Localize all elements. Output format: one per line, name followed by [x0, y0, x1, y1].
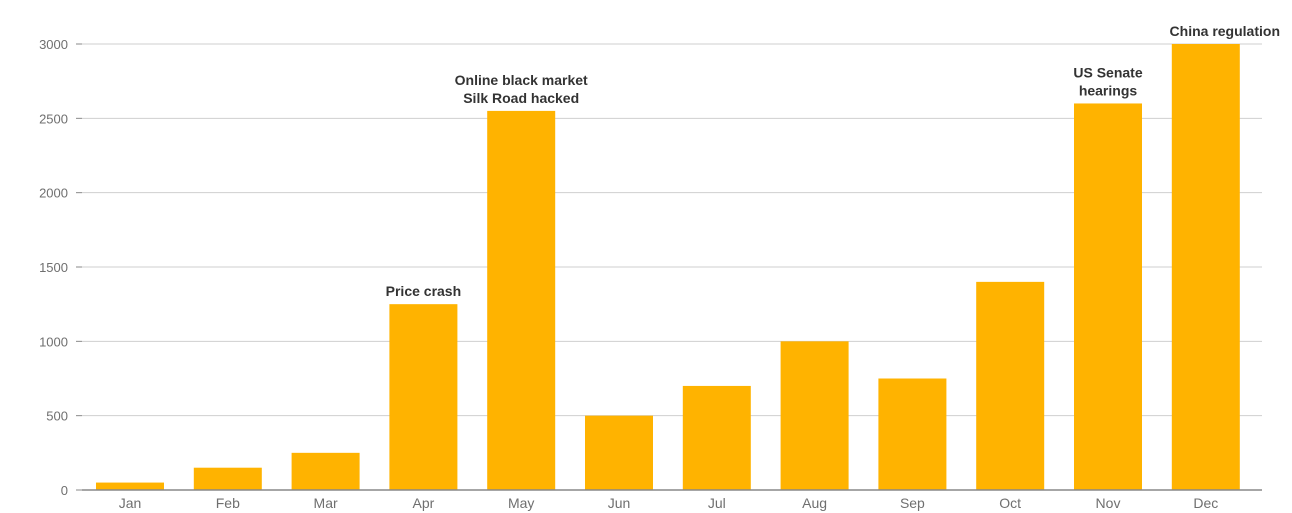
bar-aug: [780, 341, 849, 490]
y-axis-tick-labels: 0 500 1000 1500 2000 2500 3000: [39, 37, 68, 498]
annotation-label: US Senate: [1073, 64, 1142, 80]
bar-nov: [1074, 103, 1142, 490]
annotation-label: Silk Road hacked: [463, 90, 579, 106]
y-tick-label: 3000: [39, 37, 68, 52]
y-tick-label: 1000: [39, 334, 68, 349]
x-tick-label: Aug: [802, 495, 827, 511]
axes: [76, 43, 1262, 491]
y-tick-label: 2500: [39, 111, 68, 126]
y-tick-label: 0: [61, 483, 68, 498]
y-tick-label: 1500: [39, 260, 68, 275]
bar-apr: [389, 304, 458, 490]
annotation-label: Price crash: [386, 283, 462, 299]
y-tick-label: 500: [46, 409, 68, 424]
bar-oct: [976, 281, 1045, 490]
bar-dec: [1171, 44, 1240, 490]
bar-may: [487, 110, 556, 491]
annotation-label: China regulation: [1170, 23, 1280, 39]
bar-sep: [878, 378, 947, 490]
x-tick-label: Mar: [314, 495, 338, 511]
x-tick-label: Jun: [608, 495, 631, 511]
x-tick-label: Jul: [708, 495, 726, 511]
x-tick-label: Sep: [900, 495, 925, 511]
annotations: Price crash Online black market Silk Road …: [386, 23, 1280, 299]
x-tick-label: Apr: [413, 495, 435, 511]
bar-jan: [96, 482, 164, 490]
x-axis-tick-labels: Jan Feb Mar Apr May Jun Jul Aug Sep Oct Nov Dec: [119, 495, 1219, 511]
bar-jul: [682, 385, 751, 490]
annotation-label: hearings: [1079, 82, 1138, 98]
x-tick-label: Feb: [216, 495, 240, 511]
x-tick-label: May: [508, 495, 534, 511]
bar-mar: [291, 452, 360, 490]
x-tick-label: Dec: [1193, 495, 1218, 511]
x-tick-label: Nov: [1096, 495, 1121, 511]
bar-feb: [193, 467, 262, 490]
annotation-label: Online black market: [455, 72, 588, 88]
y-tick-label: 2000: [39, 186, 68, 201]
x-tick-label: Oct: [999, 495, 1021, 511]
x-tick-label: Jan: [119, 495, 142, 511]
gridlines: [82, 43, 1262, 417]
bar-jun: [585, 415, 653, 490]
bars: [96, 44, 1240, 491]
